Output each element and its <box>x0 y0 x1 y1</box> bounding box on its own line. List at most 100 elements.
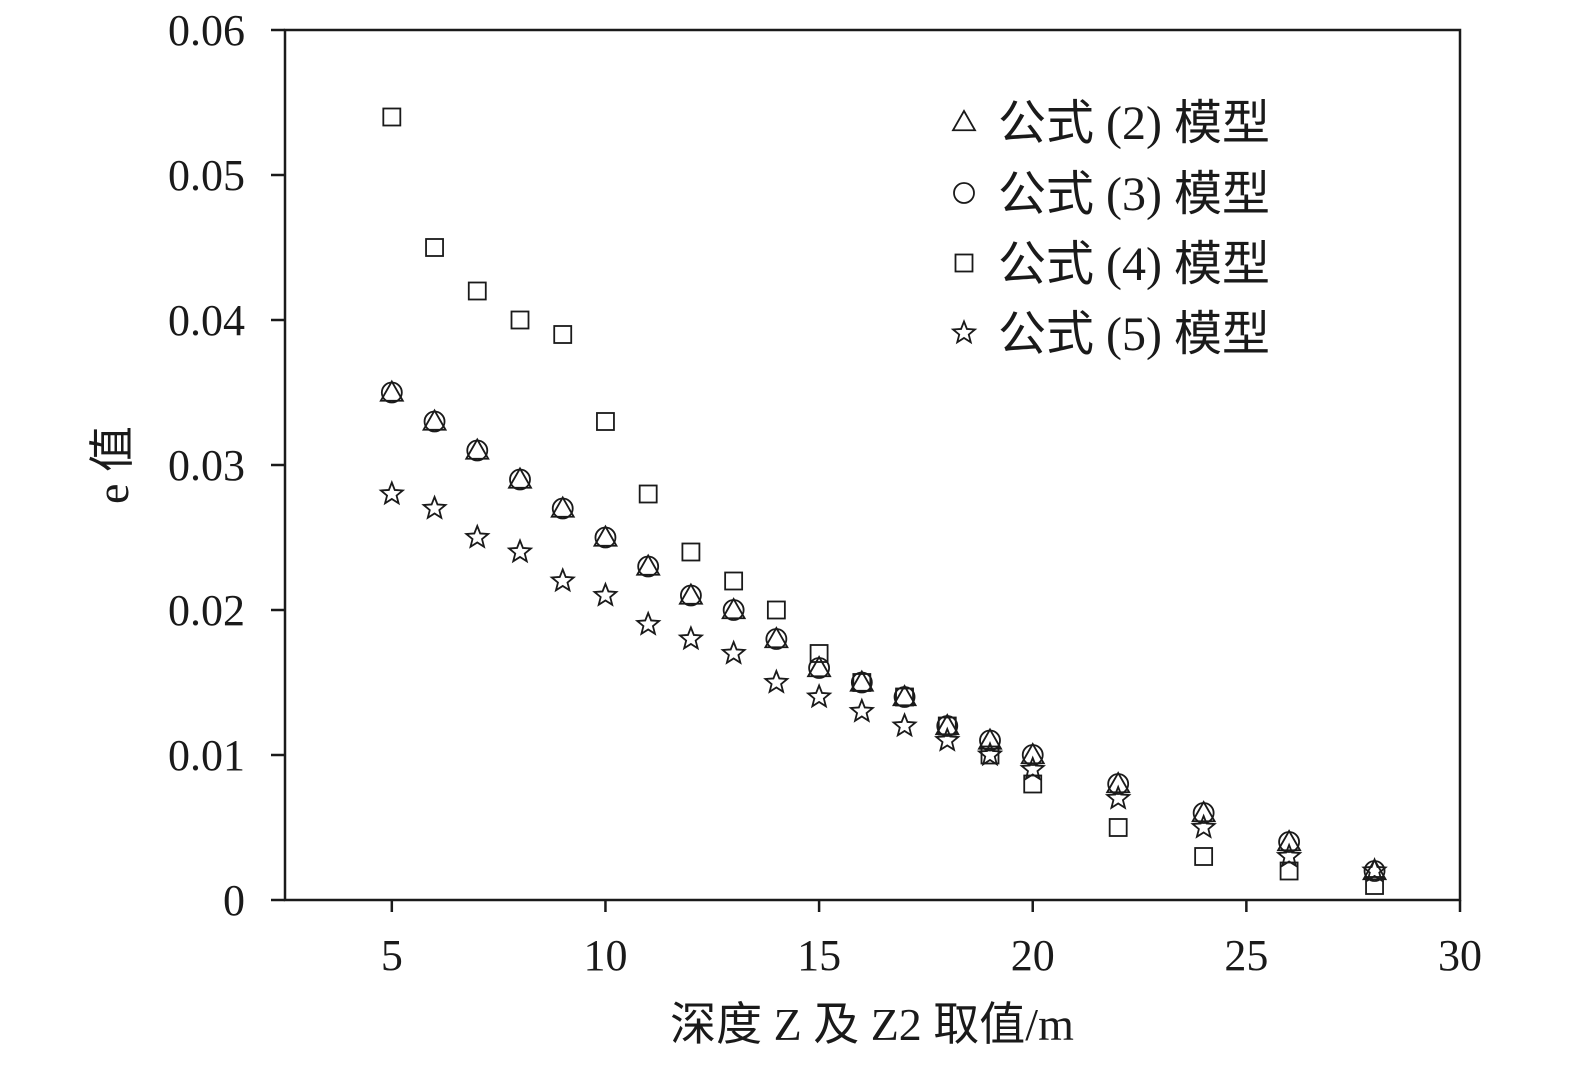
circle-point <box>1021 744 1044 766</box>
circle-point <box>466 439 489 462</box>
triangle-point <box>464 437 490 460</box>
star-point <box>378 480 406 506</box>
star-point <box>934 726 961 752</box>
x-axis-title: 深度 Z 及 Z2 取值/m <box>670 999 1074 1050</box>
square-point <box>980 745 1000 765</box>
circle-point <box>936 715 959 737</box>
y-tick-label: 0.03 <box>168 441 245 490</box>
circle-point <box>1107 773 1130 795</box>
circle-point <box>893 686 916 708</box>
circle-point <box>850 671 873 694</box>
circle-point <box>1192 802 1215 824</box>
star-point <box>1361 857 1388 883</box>
square-point <box>553 325 573 344</box>
legend-label: 公式 (5) 模型 <box>998 308 1270 361</box>
y-tick-label: 0.01 <box>168 731 245 780</box>
y-tick-label: 0.05 <box>168 151 245 200</box>
triangle-point <box>592 524 619 547</box>
square-point <box>467 281 487 301</box>
star-point <box>421 494 448 520</box>
circle-point <box>423 410 446 433</box>
square-point <box>638 484 658 504</box>
star-point <box>805 683 833 709</box>
star-point <box>677 625 705 651</box>
circle-point <box>979 729 1001 752</box>
x-tick-label: 30 <box>1438 931 1482 980</box>
circle-point <box>594 526 617 549</box>
square-point <box>382 107 402 127</box>
circle-point <box>380 381 403 404</box>
triangle-point <box>806 655 832 678</box>
star-point <box>592 581 619 607</box>
star-point <box>1019 755 1046 781</box>
star-point <box>506 538 534 564</box>
data-points <box>378 107 1388 895</box>
y-axis-title: e 值 <box>87 426 138 504</box>
y-tick-label: 0.06 <box>168 6 245 55</box>
square-point <box>852 673 872 692</box>
square-point <box>1194 847 1214 866</box>
x-tick-label: 5 <box>381 931 403 980</box>
triangle-point <box>721 597 747 620</box>
star-point <box>848 697 876 723</box>
x-tick-label: 25 <box>1224 931 1268 980</box>
triangle-point <box>1361 858 1388 881</box>
square-point <box>1108 818 1128 837</box>
star-point <box>1275 842 1303 868</box>
circle-point <box>722 599 745 621</box>
y-tick-label: 0.02 <box>168 586 245 635</box>
x-axis-ticks: 5 10 15 20 25 30 <box>381 900 1482 980</box>
star-point <box>720 639 747 665</box>
circle-point <box>1278 831 1300 853</box>
legend-triangle-icon <box>951 109 977 132</box>
square-point <box>895 687 914 707</box>
y-tick-label: 0.04 <box>168 296 245 345</box>
triangle-point <box>1191 800 1217 823</box>
legend-circle-icon <box>953 182 975 204</box>
circle-point <box>765 628 788 650</box>
legend-label: 公式 (4) 模型 <box>998 238 1270 291</box>
square-point <box>425 238 444 257</box>
star-point <box>549 567 576 593</box>
triangle-point <box>550 495 576 518</box>
star-point <box>1104 784 1132 810</box>
x-tick-label: 15 <box>797 931 841 980</box>
x-tick-label: 20 <box>1011 931 1055 980</box>
triangle-point <box>1105 771 1131 794</box>
star-point <box>1190 813 1217 839</box>
legend-star-icon <box>950 319 978 345</box>
circle-point <box>509 468 531 491</box>
legend-square-icon <box>954 253 974 273</box>
triangle-point <box>379 379 405 402</box>
plot-frame <box>283 28 1462 902</box>
triangle-point <box>507 466 533 489</box>
legend-label: 公式 (2) 模型 <box>998 97 1270 150</box>
y-tick-label: 0 <box>223 876 245 925</box>
star-point <box>464 523 491 549</box>
star-point <box>634 610 662 636</box>
square-point <box>809 644 829 663</box>
y-axis-ticks: 0 0.01 0.02 0.03 0.04 0.05 0.06 <box>168 6 285 925</box>
triangle-point <box>977 727 1003 750</box>
triangle-point <box>421 408 448 431</box>
square-point <box>766 600 786 620</box>
square-point <box>510 310 530 330</box>
star-point <box>763 668 790 694</box>
circle-point <box>808 657 830 679</box>
circle-point <box>680 584 702 607</box>
star-point <box>891 712 918 738</box>
square-point <box>724 571 744 591</box>
triangle-point <box>763 626 789 649</box>
x-tick-label: 10 <box>583 931 627 980</box>
circle-point <box>637 555 660 578</box>
square-point <box>937 716 957 736</box>
star-point <box>976 741 1004 767</box>
triangle-point <box>1276 829 1302 852</box>
triangle-point <box>1020 742 1046 765</box>
square-point <box>596 412 615 431</box>
triangle-point <box>635 553 661 576</box>
square-point <box>681 542 701 562</box>
circle-point <box>551 497 574 520</box>
